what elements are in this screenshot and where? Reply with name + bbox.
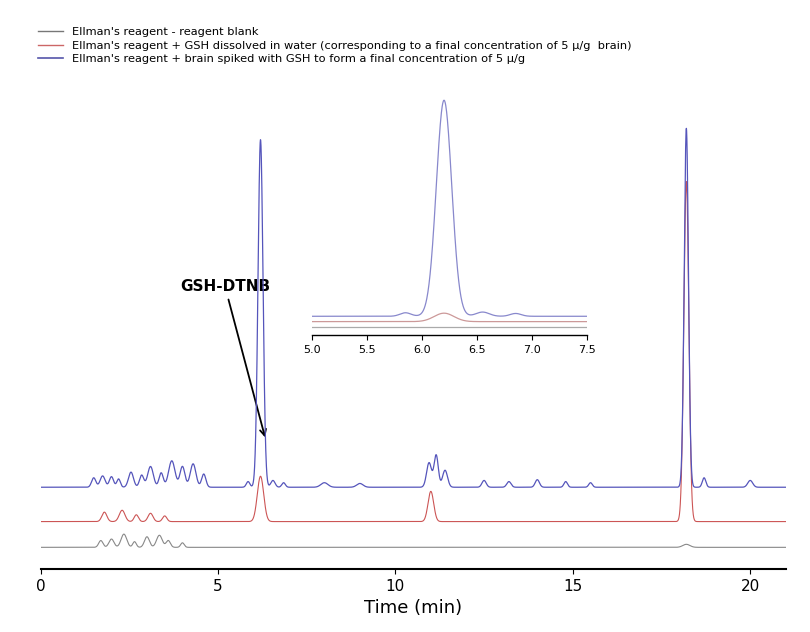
X-axis label: Time (min): Time (min) bbox=[364, 599, 463, 617]
Legend: Ellman's reagent - reagent blank, Ellman's reagent + GSH dissolved in water (cor: Ellman's reagent - reagent blank, Ellman… bbox=[33, 23, 636, 69]
Text: GSH-DTNB: GSH-DTNB bbox=[180, 279, 270, 435]
